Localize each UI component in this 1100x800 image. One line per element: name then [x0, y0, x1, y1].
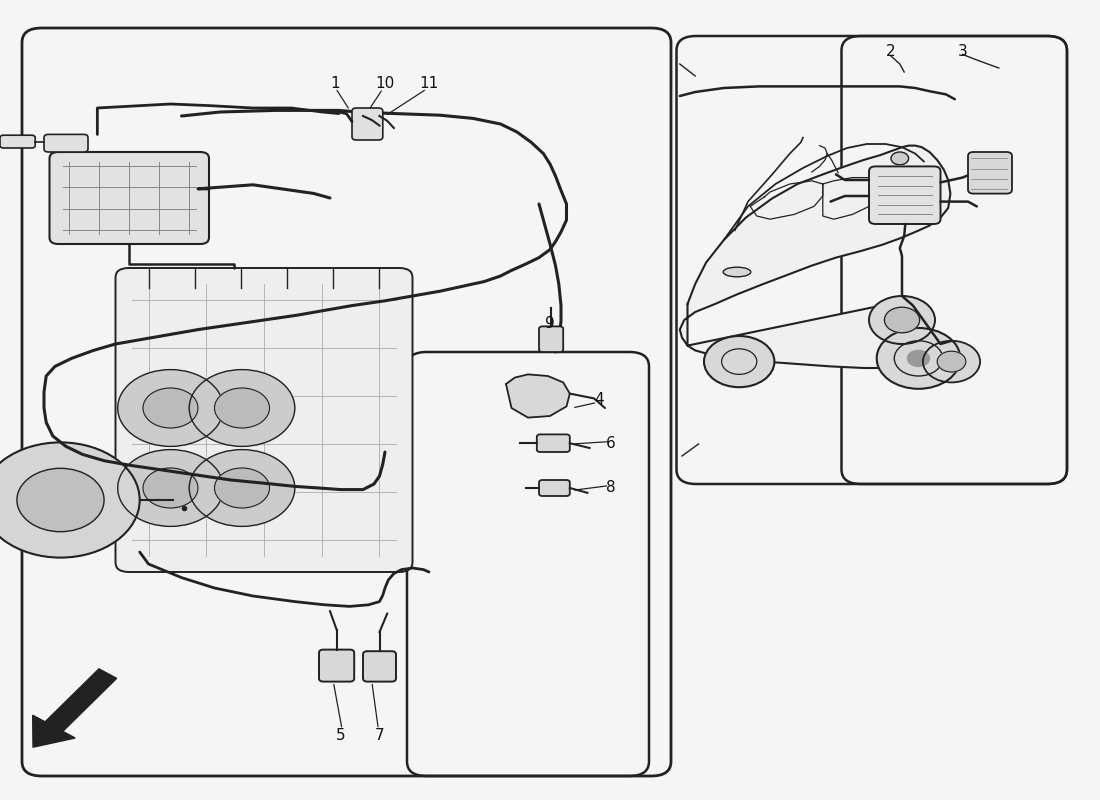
Polygon shape	[680, 146, 957, 368]
Text: 11: 11	[419, 77, 439, 91]
Text: 7: 7	[375, 729, 384, 743]
Text: 1: 1	[331, 77, 340, 91]
Circle shape	[704, 336, 774, 387]
Circle shape	[891, 152, 909, 165]
FancyBboxPatch shape	[44, 134, 88, 152]
Circle shape	[118, 450, 223, 526]
Circle shape	[884, 307, 920, 333]
Circle shape	[214, 468, 270, 508]
FancyBboxPatch shape	[363, 651, 396, 682]
FancyBboxPatch shape	[50, 152, 209, 244]
Text: 6: 6	[606, 437, 615, 451]
Circle shape	[214, 388, 270, 428]
Circle shape	[877, 328, 960, 389]
Text: 8: 8	[606, 481, 615, 495]
Circle shape	[189, 450, 295, 526]
FancyBboxPatch shape	[0, 135, 35, 148]
Text: 10: 10	[375, 77, 395, 91]
Circle shape	[923, 341, 980, 382]
FancyBboxPatch shape	[319, 650, 354, 682]
Text: 3: 3	[958, 45, 967, 59]
FancyBboxPatch shape	[537, 434, 570, 452]
Circle shape	[189, 370, 295, 446]
Polygon shape	[506, 374, 570, 418]
Circle shape	[16, 468, 104, 532]
FancyBboxPatch shape	[539, 326, 563, 352]
Text: 9: 9	[546, 317, 554, 331]
Circle shape	[869, 296, 935, 344]
Circle shape	[143, 388, 198, 428]
Text: 2: 2	[887, 45, 895, 59]
FancyBboxPatch shape	[116, 268, 412, 572]
FancyArrow shape	[33, 669, 117, 747]
Circle shape	[143, 468, 198, 508]
FancyBboxPatch shape	[968, 152, 1012, 194]
Circle shape	[908, 350, 930, 366]
Ellipse shape	[724, 267, 750, 277]
Circle shape	[0, 442, 140, 558]
Text: 5: 5	[337, 729, 345, 743]
Text: 4: 4	[595, 393, 604, 407]
FancyBboxPatch shape	[352, 108, 383, 140]
FancyBboxPatch shape	[869, 166, 940, 224]
Circle shape	[118, 370, 223, 446]
Circle shape	[937, 351, 966, 372]
FancyBboxPatch shape	[539, 480, 570, 496]
